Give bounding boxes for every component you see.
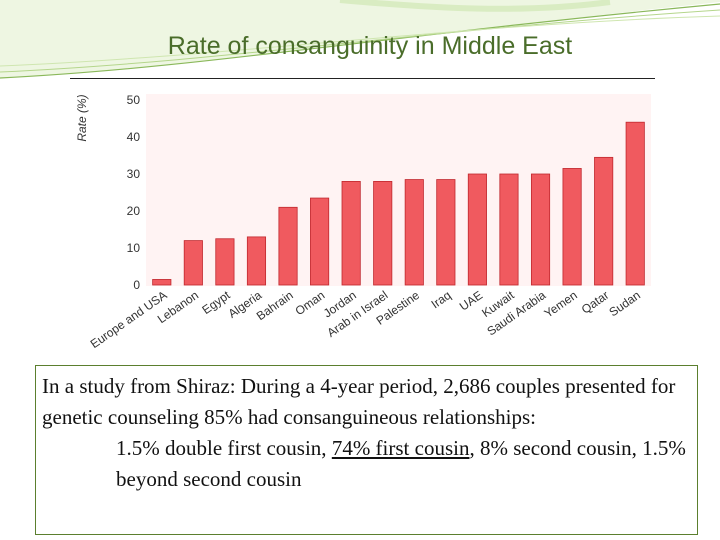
y-tick-label: 20 bbox=[127, 204, 141, 218]
y-tick-label: 0 bbox=[133, 278, 140, 292]
top-swoosh-decoration bbox=[0, 0, 720, 79]
bar bbox=[152, 279, 172, 286]
bar bbox=[341, 181, 361, 286]
bar bbox=[436, 179, 456, 286]
bar bbox=[183, 240, 203, 286]
study-breakdown-part3: , 8% second cousin, 1.5% beyond second c… bbox=[116, 436, 686, 491]
study-text-box: In a study from Shiraz: During a 4-year … bbox=[35, 365, 698, 535]
bar bbox=[310, 197, 330, 286]
bar-chart: Rate (%) 0 10 20 30 40 50 Europe and USA Leban… bbox=[70, 82, 655, 360]
y-tick-label: 50 bbox=[127, 93, 141, 107]
title-underline bbox=[70, 78, 655, 79]
study-intro: In a study from Shiraz: During a 4-year … bbox=[42, 374, 676, 429]
y-tick-label: 30 bbox=[127, 167, 141, 181]
bar bbox=[467, 173, 487, 286]
study-breakdown-first-cousin: 74% first cousin bbox=[331, 436, 470, 460]
study-breakdown: 1.5% double first cousin, 74% first cous… bbox=[42, 433, 691, 495]
bar bbox=[404, 179, 424, 286]
bar bbox=[594, 156, 614, 286]
y-tick-label: 40 bbox=[127, 130, 141, 144]
bar bbox=[215, 238, 235, 286]
bar bbox=[278, 206, 298, 286]
bar bbox=[499, 173, 519, 286]
y-axis-label: Rate (%) bbox=[75, 94, 89, 141]
bar bbox=[530, 173, 551, 286]
bar bbox=[246, 236, 267, 286]
y-tick-label: 10 bbox=[127, 241, 141, 255]
slide-title: Rate of consanguinity in Middle East bbox=[167, 32, 573, 60]
study-breakdown-part1: 1.5% double first cousin, bbox=[116, 436, 332, 460]
bar bbox=[373, 181, 393, 286]
bar bbox=[625, 121, 645, 286]
bar bbox=[562, 168, 582, 286]
